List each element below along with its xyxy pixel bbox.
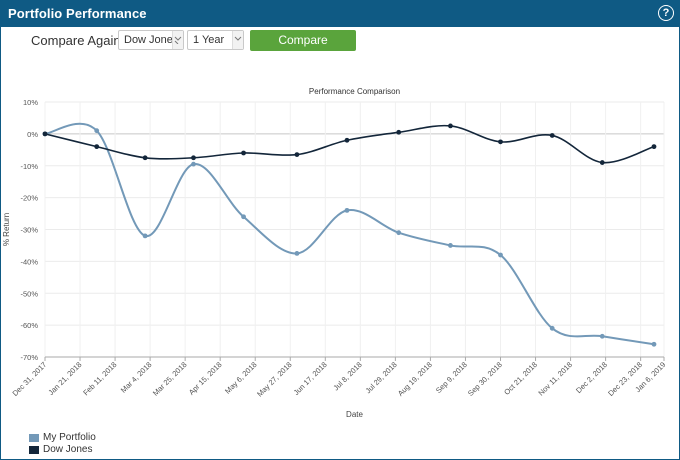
data-point-my-portfolio bbox=[94, 128, 100, 134]
compare-against-label: Compare Against bbox=[31, 33, 131, 48]
data-point-my-portfolio bbox=[191, 161, 196, 167]
compare-button[interactable]: Compare bbox=[250, 30, 356, 51]
x-tick-label: Apr 15, 2018 bbox=[187, 360, 224, 397]
data-point-dow-jones bbox=[549, 133, 555, 138]
x-tick-label: Dec 31, 2017 bbox=[10, 360, 48, 398]
x-tick-label: Jun 17, 2018 bbox=[292, 360, 329, 397]
x-tick-label: Mar 25, 2018 bbox=[151, 360, 189, 398]
legend-item-my-portfolio[interactable]: My Portfolio bbox=[29, 432, 96, 444]
legend-swatch bbox=[29, 446, 39, 454]
data-point-dow-jones bbox=[344, 137, 350, 143]
chart-legend: My Portfolio Dow Jones bbox=[29, 432, 96, 456]
data-point-dow-jones bbox=[142, 155, 148, 161]
index-select-value: Dow Jones bbox=[124, 34, 179, 46]
data-point-dow-jones bbox=[42, 131, 48, 137]
y-tick-label: -70% bbox=[20, 353, 38, 362]
data-point-my-portfolio bbox=[498, 252, 503, 258]
chevron-down-icon bbox=[232, 31, 243, 49]
data-point-my-portfolio bbox=[549, 325, 555, 331]
chevron-down-icon bbox=[172, 31, 183, 49]
help-icon[interactable]: ? bbox=[658, 5, 674, 21]
x-tick-label: Jul 29, 2018 bbox=[364, 360, 399, 395]
x-tick-label: Nov 11, 2018 bbox=[536, 360, 574, 398]
y-tick-label: 10% bbox=[23, 98, 38, 107]
data-point-my-portfolio bbox=[294, 251, 300, 256]
data-point-dow-jones bbox=[396, 129, 402, 135]
data-point-my-portfolio bbox=[344, 207, 350, 213]
y-tick-label: -20% bbox=[20, 194, 38, 203]
data-point-dow-jones bbox=[448, 123, 453, 129]
y-tick-label: -10% bbox=[20, 162, 38, 171]
x-tick-label: Sep 30, 2018 bbox=[466, 360, 504, 398]
data-point-dow-jones bbox=[94, 144, 100, 150]
x-tick-label: Dec 2, 2018 bbox=[574, 360, 609, 395]
data-point-dow-jones bbox=[651, 144, 657, 150]
y-tick-label: -30% bbox=[20, 226, 38, 235]
performance-chart: Performance Comparison 10% 0% -10% -20% -30% -… bbox=[2, 87, 667, 419]
data-point-dow-jones bbox=[294, 152, 300, 157]
data-point-my-portfolio bbox=[241, 214, 246, 220]
series-line-dow-jones bbox=[44, 124, 655, 164]
x-tick-label: Jul 8, 2018 bbox=[331, 360, 363, 392]
y-axis-title: % Return bbox=[2, 213, 11, 246]
compare-controls: Compare Against Dow Jones 1 Year Compare bbox=[1, 30, 679, 52]
legend-swatch bbox=[29, 434, 39, 442]
data-point-my-portfolio bbox=[651, 341, 657, 347]
legend-item-dow-jones[interactable]: Dow Jones bbox=[29, 444, 96, 456]
series-line-my-portfolio bbox=[44, 122, 655, 346]
y-tick-label: 0% bbox=[27, 130, 38, 139]
x-tick-label: May 6, 2018 bbox=[223, 360, 259, 396]
x-tick-label: Mar 4, 2018 bbox=[119, 360, 154, 395]
x-tick-label: Jan 21, 2018 bbox=[46, 360, 83, 397]
y-tick-label: -40% bbox=[20, 257, 38, 266]
index-select[interactable]: Dow Jones bbox=[118, 30, 184, 50]
legend-label: Dow Jones bbox=[43, 444, 93, 455]
x-tick-label: Aug 19, 2018 bbox=[396, 360, 434, 398]
x-axis-title: Date bbox=[346, 410, 363, 419]
period-select-value: 1 Year bbox=[193, 34, 225, 46]
data-point-my-portfolio bbox=[448, 243, 453, 248]
panel-title: Portfolio Performance bbox=[8, 6, 147, 21]
legend-label: My Portfolio bbox=[43, 432, 96, 443]
x-tick-label: Sep 9, 2018 bbox=[434, 360, 469, 395]
data-point-dow-jones bbox=[191, 155, 196, 161]
data-point-dow-jones bbox=[498, 139, 503, 145]
y-tick-label: -50% bbox=[20, 289, 38, 298]
period-select[interactable]: 1 Year bbox=[187, 30, 244, 50]
panel-header: Portfolio Performance ? bbox=[1, 1, 679, 27]
x-tick-label: Feb 11, 2018 bbox=[81, 360, 118, 397]
x-tick-label: Oct 21, 2018 bbox=[502, 360, 539, 397]
chart-title: Performance Comparison bbox=[309, 87, 400, 96]
data-point-dow-jones bbox=[599, 160, 605, 165]
data-point-my-portfolio bbox=[142, 233, 148, 239]
data-point-my-portfolio bbox=[599, 333, 605, 339]
data-point-dow-jones bbox=[241, 150, 246, 156]
data-point-my-portfolio bbox=[396, 230, 402, 236]
x-tick-label: May 27, 2018 bbox=[255, 360, 294, 399]
y-tick-label: -60% bbox=[20, 321, 38, 330]
